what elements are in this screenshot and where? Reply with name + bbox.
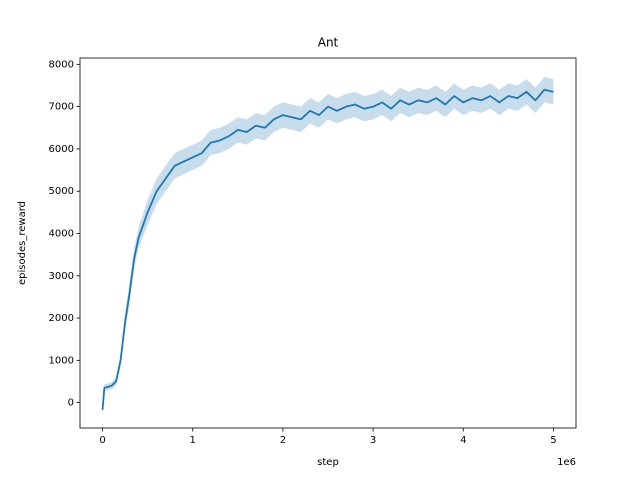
- x-offset-label: 1e6: [557, 457, 576, 468]
- y-tick-label: 7000: [49, 102, 74, 113]
- confidence-band: [102, 77, 554, 412]
- x-tick-label: 2: [280, 435, 286, 446]
- y-tick-label: 3000: [49, 271, 74, 282]
- y-axis-label: episodes_reward: [17, 201, 28, 285]
- line: [101, 88, 554, 410]
- y-tick-label: 0: [68, 398, 74, 409]
- y-tick-label: 6000: [49, 144, 74, 155]
- x-tick-label: 3: [370, 435, 376, 446]
- y-tick-label: 8000: [49, 59, 74, 70]
- x-axis-label: step: [317, 457, 339, 468]
- chart-title: Ant: [318, 36, 339, 50]
- y-tick-label: 4000: [49, 228, 74, 239]
- x-tick-label: 4: [460, 435, 466, 446]
- y-tick-label: 5000: [49, 186, 74, 197]
- x-tick-label: 1: [190, 435, 196, 446]
- plot-frame: [79, 57, 577, 429]
- y-tick-label: 1000: [49, 355, 74, 366]
- y-tick-label: 2000: [49, 313, 74, 324]
- x-tick-label: 5: [550, 435, 556, 446]
- x-tick-label: 0: [99, 435, 105, 446]
